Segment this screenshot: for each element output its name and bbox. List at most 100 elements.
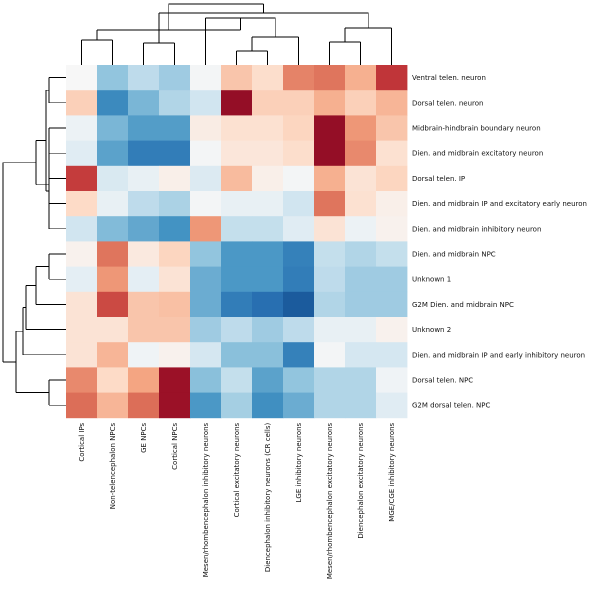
heatmap-cell [345, 291, 377, 318]
column-label: MGE/CGE inhibitory neurons [388, 422, 396, 521]
heatmap-cell [97, 140, 129, 167]
heatmap-cell [97, 115, 129, 141]
heatmap-cell [345, 191, 377, 217]
heatmap-cell [283, 291, 315, 318]
heatmap-cell [128, 392, 160, 419]
heatmap-cell [128, 165, 160, 192]
heatmap-cell [221, 317, 253, 343]
heatmap-cell [314, 90, 346, 116]
heatmap-cell [221, 241, 253, 267]
heatmap-cell [190, 291, 222, 318]
heatmap-cell [159, 191, 191, 217]
heatmap-cell [190, 216, 222, 242]
heatmap-cell [159, 317, 191, 343]
heatmap-cell [376, 191, 408, 217]
heatmap-cell [314, 140, 346, 167]
heatmap-cell [66, 191, 98, 217]
heatmap-cell [376, 115, 408, 141]
heatmap-cell [97, 191, 129, 217]
column-label: Cortical excitatory neurons [233, 422, 241, 517]
heatmap-cell [66, 291, 98, 318]
heatmap-cell [252, 291, 284, 318]
row-label: Ventral telen. neuron [412, 74, 486, 82]
heatmap-cell [66, 216, 98, 242]
heatmap-cell [159, 241, 191, 267]
heatmap-cell [190, 241, 222, 267]
heatmap-cell [190, 115, 222, 141]
heatmap-cell [159, 65, 191, 91]
heatmap-cell [159, 140, 191, 167]
heatmap-cell [66, 115, 98, 141]
heatmap-cell [252, 65, 284, 91]
heatmap-cell [190, 317, 222, 343]
row-labels: Ventral telen. neuron Dorsal telen. neuro… [412, 74, 587, 410]
heatmap-cell [128, 367, 160, 393]
heatmap-cell [283, 165, 315, 192]
heatmap-cell [376, 392, 408, 419]
heatmap-cell [314, 342, 346, 368]
heatmap-cell [376, 367, 408, 393]
heatmap-cell [252, 216, 284, 242]
heatmap-cell [97, 342, 129, 368]
heatmap-cell [190, 165, 222, 192]
heatmap-cell [159, 115, 191, 141]
heatmap-cell [97, 216, 129, 242]
heatmap-cell [345, 266, 377, 293]
heatmap-cell [252, 115, 284, 141]
heatmap-cell [314, 241, 346, 267]
heatmap-cell [159, 216, 191, 242]
heatmap-cell [252, 392, 284, 419]
heatmap-cell [376, 266, 408, 293]
heatmap-cell [190, 342, 222, 368]
heatmap-cell [345, 165, 377, 192]
heatmap-cell [345, 342, 377, 368]
heatmap-cell [283, 241, 315, 267]
heatmap-cell [66, 392, 98, 419]
heatmap-cell [345, 65, 377, 91]
heatmap-cell [66, 165, 98, 192]
heatmap-cell [221, 90, 253, 116]
heatmap-cell [66, 65, 98, 91]
heatmap-cell [190, 140, 222, 167]
row-label: G2M Dien. and midbrain NPC [412, 301, 514, 309]
heatmap-cell [221, 140, 253, 167]
column-label: Diencephalon inhibitory neurons (CR cell… [264, 423, 272, 573]
heatmap-cell [283, 115, 315, 141]
heatmap-cell [128, 90, 160, 116]
heatmap-cell [128, 216, 160, 242]
heatmap-cell [345, 90, 377, 116]
heatmap-cell [190, 191, 222, 217]
column-label: Cortical NPCs [171, 422, 179, 469]
heatmap-cell [97, 65, 129, 91]
heatmap-cell [283, 65, 315, 91]
heatmap-cell [221, 266, 253, 293]
heatmap-cell [221, 342, 253, 368]
heatmap-cell [66, 266, 98, 293]
heatmap-cell [283, 216, 315, 242]
heatmap-cell [97, 392, 129, 419]
heatmap-cell [252, 90, 284, 116]
heatmap-cell [159, 90, 191, 116]
heatmap-cell [314, 367, 346, 393]
heatmap-cell [283, 317, 315, 343]
heatmap-cell [97, 165, 129, 192]
heatmap-cell [221, 291, 253, 318]
heatmap-cell [376, 65, 408, 91]
heatmap-cell [159, 367, 191, 393]
row-label: Dorsal telen. neuron [412, 99, 483, 107]
heatmap-grid [66, 65, 408, 419]
heatmap-cell [314, 191, 346, 217]
heatmap-cell [314, 216, 346, 242]
heatmap-cell [283, 90, 315, 116]
row-label: Dien. and midbrain excitatory neuron [412, 150, 543, 158]
heatmap-cell [314, 65, 346, 91]
heatmap-cell [252, 317, 284, 343]
heatmap-cell [221, 216, 253, 242]
heatmap-cell [283, 140, 315, 167]
heatmap-cell [221, 65, 253, 91]
heatmap-cell [376, 90, 408, 116]
heatmap-cell [128, 317, 160, 343]
heatmap-cell [159, 165, 191, 192]
heatmap-cell [128, 65, 160, 91]
heatmap-cell [128, 115, 160, 141]
